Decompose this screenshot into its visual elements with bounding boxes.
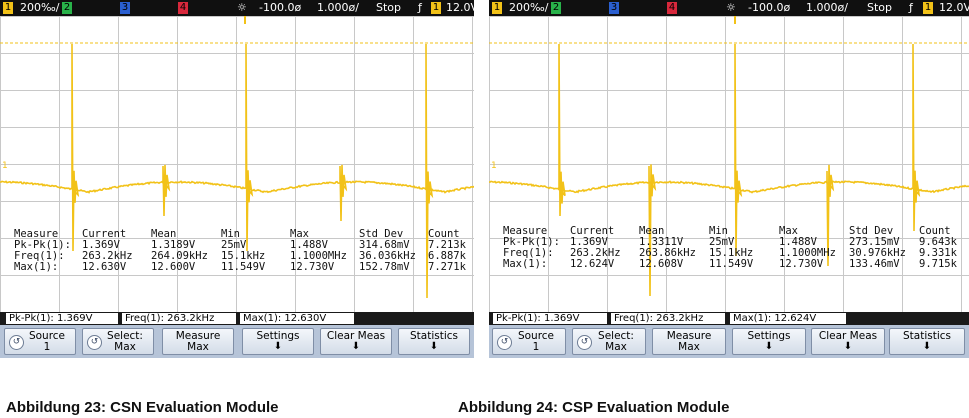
trigger-channel: 1 [431,2,441,14]
status-bar: 1 200‰/ 2 3 4 ☼ -100.0ø 1.000ø/ Stop ƒ 1… [489,0,969,16]
knob-icon: ↺ [9,335,24,350]
trigger-sun-icon: ☼ [726,1,736,14]
waveform-svg: 1 [489,16,969,297]
measurement-readout-bar: Pk-Pk(1): 1.369V Freq(1): 263.2kHz Max(1… [0,312,474,325]
time-scale: 1.000ø/ [806,1,848,14]
knob-icon: ↺ [87,335,102,350]
ground-marker-icon: 1 [2,161,8,171]
trigger-edge-icon: ƒ [418,1,422,14]
oscilloscope-screen-csn: 1 200‰/ 2 3 4 ☼ -100.0ø 1.000ø/ Stop ƒ 1… [0,0,474,358]
settings-softkey[interactable]: Settings ⬇ [732,328,806,355]
trigger-level: 12.0V [446,1,474,14]
ground-marker-icon: 1 [491,161,497,171]
run-state: Stop [376,1,402,14]
measure-softkey[interactable]: Measure Max [162,328,234,355]
measurement-readout-bar: Pk-Pk(1): 1.369V Freq(1): 263.2kHz Max(1… [489,312,969,325]
settings-softkey[interactable]: Settings ⬇ [242,328,314,355]
channel-2-indicator[interactable]: 2 [62,2,72,14]
time-offset: -100.0ø [748,1,791,14]
readout-pk-pk: Pk-Pk(1): 1.369V [493,313,607,324]
readout-freq: Freq(1): 263.2kHz [611,313,725,324]
time-scale: 1.000ø/ [317,1,359,14]
channel-3-indicator[interactable]: 3 [120,2,130,14]
run-state: Stop [867,1,893,14]
waveform-svg: 1 [0,16,474,299]
waveform-display: 1 Measure Current Mean Min Max Std Dev C… [0,16,474,312]
channel-3-indicator[interactable]: 3 [609,2,619,14]
knob-icon: ↺ [577,335,592,350]
trigger-sun-icon: ☼ [237,1,247,14]
arrow-down-icon: ⬇ [273,341,283,352]
figure-caption-csp: Abbildung 24: CSP Evaluation Module [458,399,730,416]
channel-1-trace [0,43,474,299]
channel-4-indicator[interactable]: 4 [178,2,188,14]
knob-icon: ↺ [497,335,512,350]
statistics-softkey[interactable]: Statistics ⬇ [398,328,470,355]
clear-meas-softkey[interactable]: Clear Meas ⬇ [811,328,885,355]
channel-1-trace [489,43,969,297]
measure-softkey[interactable]: Measure Max [652,328,726,355]
readout-max: Max(1): 12.624V [730,313,846,324]
softkey-bar: ↺ Source 1 ↺ Select: Max Measure Max Set… [489,325,969,358]
select-softkey[interactable]: ↺ Select: Max [572,328,646,355]
readout-freq: Freq(1): 263.2kHz [122,313,236,324]
trigger-level: 12.0V [939,1,969,14]
softkey-bar: ↺ Source 1 ↺ Select: Max Measure Max Set… [0,325,474,358]
readout-pk-pk: Pk-Pk(1): 1.369V [6,313,118,324]
trigger-edge-icon: ƒ [909,1,913,14]
source-softkey[interactable]: ↺ Source 1 [492,328,566,355]
channel-1-indicator[interactable]: 1 [3,2,13,14]
arrow-down-icon: ⬇ [843,341,853,352]
arrow-down-icon: ⬇ [922,341,932,352]
trigger-channel: 1 [923,2,933,14]
figure-caption-csn: Abbildung 23: CSN Evaluation Module [6,399,279,416]
arrow-down-icon: ⬇ [764,341,774,352]
source-softkey[interactable]: ↺ Source 1 [4,328,76,355]
statistics-softkey[interactable]: Statistics ⬇ [889,328,965,355]
channel-4-indicator[interactable]: 4 [667,2,677,14]
select-softkey[interactable]: ↺ Select: Max [82,328,154,355]
channel-1-indicator[interactable]: 1 [492,2,502,14]
time-offset: -100.0ø [259,1,302,14]
clear-meas-softkey[interactable]: Clear Meas ⬇ [320,328,392,355]
arrow-down-icon: ⬇ [351,341,361,352]
readout-max: Max(1): 12.630V [240,313,354,324]
oscilloscope-screen-csp: 1 200‰/ 2 3 4 ☼ -100.0ø 1.000ø/ Stop ƒ 1… [489,0,969,358]
status-bar: 1 200‰/ 2 3 4 ☼ -100.0ø 1.000ø/ Stop ƒ 1… [0,0,474,16]
channel-1-scale: 200‰/ [509,1,549,14]
channel-2-indicator[interactable]: 2 [551,2,561,14]
channel-1-scale: 200‰/ [20,1,60,14]
arrow-down-icon: ⬇ [429,341,439,352]
waveform-display: 1 Measure Current Mean Min Max Std Dev C… [489,16,969,312]
